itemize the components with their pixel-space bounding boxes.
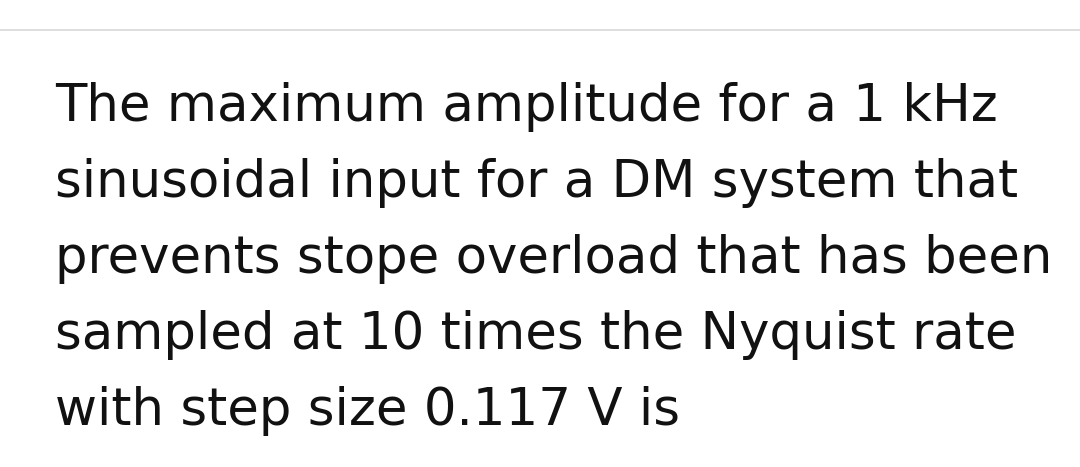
- Text: sinusoidal input for a DM system that: sinusoidal input for a DM system that: [55, 158, 1018, 208]
- Text: sampled at 10 times the Nyquist rate: sampled at 10 times the Nyquist rate: [55, 310, 1016, 360]
- Text: with step size 0.117 V is: with step size 0.117 V is: [55, 386, 680, 436]
- Text: prevents stope overload that has been: prevents stope overload that has been: [55, 234, 1052, 284]
- Text: The maximum amplitude for a 1 kHz: The maximum amplitude for a 1 kHz: [55, 82, 998, 132]
